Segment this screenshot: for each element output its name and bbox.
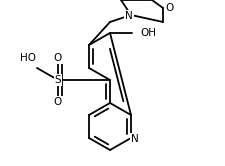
Text: HO: HO xyxy=(20,53,36,63)
Text: O: O xyxy=(54,53,62,63)
Text: S: S xyxy=(55,75,61,85)
Text: O: O xyxy=(54,97,62,107)
Text: O: O xyxy=(166,3,174,13)
Text: N: N xyxy=(131,134,139,144)
Text: N: N xyxy=(125,11,133,21)
Text: OH: OH xyxy=(140,28,156,38)
